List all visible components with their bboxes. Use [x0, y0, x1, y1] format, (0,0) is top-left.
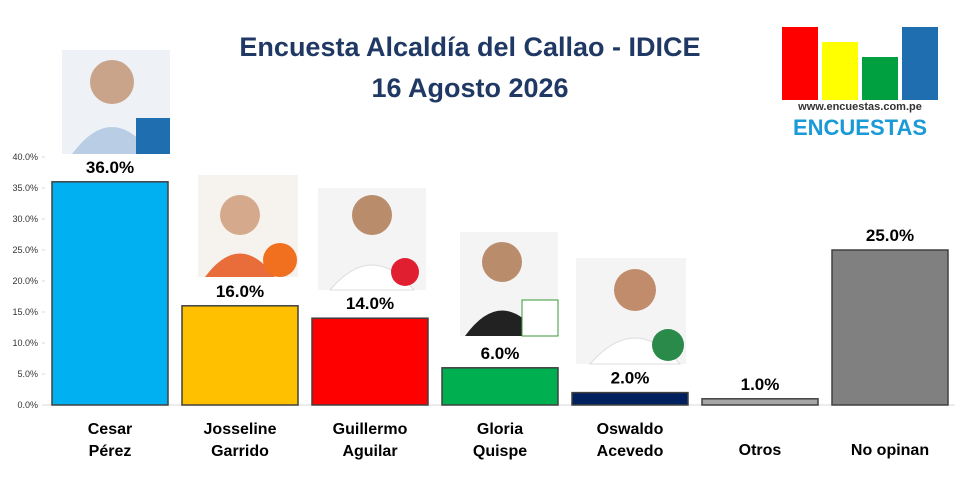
y-tick-label: 5.0%: [17, 369, 38, 379]
x-tick-label: Cesar Pérez: [87, 421, 133, 460]
x-tick-label: Gloria Quispe: [472, 421, 528, 460]
chart-subtitle: 16 Agosto 2026: [371, 73, 568, 103]
y-tick-label: 25.0%: [12, 245, 38, 255]
value-label: 16.0%: [216, 282, 264, 301]
value-label: 6.0%: [481, 344, 520, 363]
x-tick-label: Guillermo Aguilar: [332, 421, 408, 460]
x-tick-label: Josseline Garrido: [203, 421, 277, 460]
bar: [51, 181, 169, 406]
logo: www.encuestas.com.pe ENCUESTAS: [782, 27, 938, 140]
logo-name: ENCUESTAS: [793, 115, 927, 140]
logo-url: www.encuestas.com.pe: [797, 101, 922, 113]
bar: [311, 317, 429, 406]
candidate-photos: [62, 50, 686, 365]
value-label: 14.0%: [346, 294, 394, 313]
y-tick-label: 30.0%: [12, 214, 38, 224]
x-tick-label: Oswaldo Acevedo: [596, 421, 664, 460]
y-tick-label: 0.0%: [17, 400, 38, 410]
x-tick-label: Otros: [738, 442, 782, 459]
x-tick-label: No opinan: [850, 442, 930, 459]
bar: [571, 391, 689, 406]
bar: [701, 398, 819, 406]
y-tick-label: 20.0%: [12, 276, 38, 286]
y-tick-label: 40.0%: [12, 152, 38, 162]
bar: [181, 305, 299, 406]
value-label: 25.0%: [866, 226, 914, 245]
value-label: 2.0%: [611, 369, 650, 388]
y-tick-label: 35.0%: [12, 183, 38, 193]
y-tick-label: 15.0%: [12, 307, 38, 317]
value-label: 1.0%: [741, 375, 780, 394]
y-tick-label: 10.0%: [12, 338, 38, 348]
bar: [441, 367, 559, 406]
value-label: 36.0%: [86, 158, 134, 177]
chart-title: Encuesta Alcaldía del Callao - IDICE: [239, 32, 700, 62]
bar: [831, 249, 949, 406]
